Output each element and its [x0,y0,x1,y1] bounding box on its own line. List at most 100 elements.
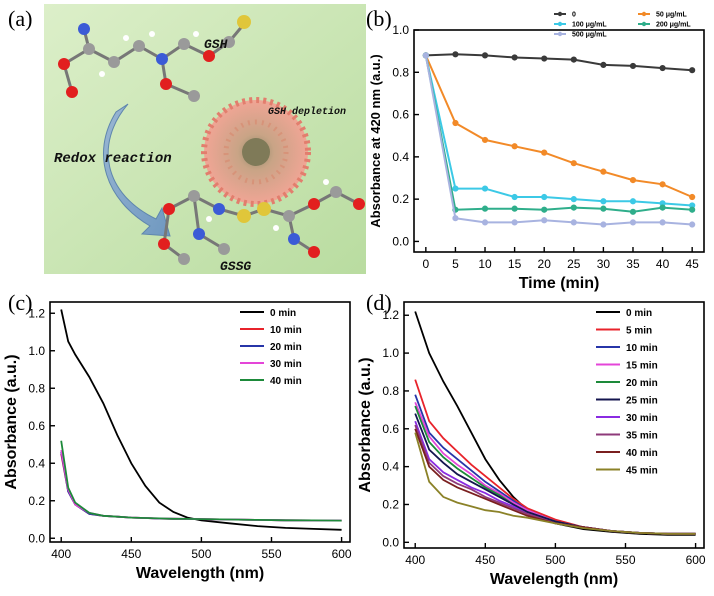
series-line-0 [425,53,693,72]
y-tick-label: 1.0 [392,23,409,37]
redox-reaction-label: Redox reaction [54,151,172,167]
y-tick-label: 0.4 [28,456,45,470]
y-tick-label: 0.8 [382,384,399,398]
legend-entry-label: 0 min [626,308,652,319]
data-point [570,204,577,211]
x-tick-label: 15 [508,257,522,271]
data-point [600,168,607,175]
data-point [511,219,518,226]
data-point [689,221,696,228]
x-tick-label: 35 [626,257,640,271]
panel-label-c: (c) [8,290,33,315]
legend-entry-label: 0 [572,12,576,19]
data-point [481,136,489,144]
data-point [511,143,518,150]
y-tick-label: 1.0 [28,344,45,358]
series-line-500-g-ml [424,55,693,226]
data-point [511,193,518,201]
gsh-label: GSH [204,37,228,52]
legend-entry-label: 35 min [626,431,658,442]
data-point [541,55,548,62]
data-point [600,221,607,228]
data-point [570,56,577,63]
legend-entry-label: 200 μg/mL [656,22,691,29]
y-tick-label: 0.8 [392,65,409,79]
data-point [659,64,666,72]
data-point [481,205,489,212]
x-tick-label: 20 [538,257,552,271]
y-tick-label: 1.2 [382,308,399,322]
y-tick-label: 0.8 [28,381,45,395]
panel-label-b: (b) [366,6,392,31]
legend-entry-label: 10 min [626,343,658,354]
data-point [452,215,459,222]
data-point [481,219,489,226]
x-tick-label: 5 [452,257,459,271]
data-point [659,219,666,226]
data-point [600,61,607,68]
data-point [541,217,548,224]
series-line-100-g-ml [424,55,693,207]
x-tick-label: 500 [191,547,211,561]
data-point [659,204,666,211]
legend-entry-label: 0 min [270,308,296,319]
x-tick-label: 450 [475,553,495,567]
series-line-40-min [414,428,696,535]
x-tick-label: 450 [121,547,141,561]
chart-b-absorbance-vs-time: 0 5 10 15 20 25 30 35 40 45 0.0 0.2 0.4 0.6 0.8 1.0 Time… [368,11,705,292]
series-line-0-min [60,309,342,531]
x-tick-label: 0 [422,257,429,271]
redox-arrow [103,103,171,237]
legend-entry-label: 10 min [270,325,302,336]
data-point [629,177,637,184]
x-tick-label: 600 [332,547,352,561]
legend-entry-label: 40 min [270,376,302,387]
y-tick-label: 0.2 [28,494,45,508]
x-axis-label: Wavelength (nm) [136,565,264,582]
legend-marker [557,11,563,17]
y-tick-label: 0.2 [392,192,409,206]
y-axis-label: Absorbance (a.u.) [358,357,374,492]
chart-d-content: 400 450 500 550 600 0.0 0.2 0.4 0.6 0.8 1.0 1.2 Wave… [358,301,706,588]
x-tick-label: 550 [615,553,635,567]
data-point [511,205,518,212]
chart-d-spectra-with-particles: 400 450 500 550 600 0.0 0.2 0.4 0.6 0.8 1.0 1.2 Wave… [358,301,706,588]
x-tick-label: 400 [405,553,425,567]
y-tick-label: 0.6 [392,108,409,122]
y-tick-label: 1.2 [28,306,45,320]
legend: 0 min 10 min 20 min 30 min 40 min [240,308,302,387]
y-tick-label: 0.2 [382,497,399,511]
legend-entry-label: 15 min [626,361,658,372]
data-point [541,193,548,201]
legend-entry-label: 45 min [626,466,658,477]
x-tick-label: 30 [597,257,611,271]
data-point [481,52,489,59]
legend-entry-label: 20 min [270,342,302,353]
data-point [689,193,696,201]
y-tick-label: 1.0 [382,346,399,360]
chart-c-spectra-no-particles: 400 450 500 550 600 0.0 0.2 0.4 0.6 0.8 1.0 1.2 Wave… [3,301,352,582]
data-point [511,54,518,61]
legend-entry-label: 40 min [626,448,658,459]
series-line-20-min [60,451,342,522]
plot-frame [403,301,705,549]
legend-marker [557,31,563,37]
y-tick-label: 0.4 [382,460,399,474]
data-point [600,198,607,205]
plot-frame [413,29,705,253]
series-line-40-min [60,440,342,522]
legend-entry-label: 20 min [626,378,658,389]
x-tick-label: 10 [478,257,492,271]
legend-entry-label: 25 min [626,396,658,407]
data-point [422,52,429,59]
data-point [452,119,459,127]
data-point [659,181,666,188]
series-line-45-min [414,432,696,535]
data-point [629,208,637,215]
x-tick-label: 400 [51,547,71,561]
series-line-50-g-ml [424,54,693,198]
y-tick-label: 0.0 [382,535,399,549]
legend: 0 min 5 min 10 min 15 min 20 min 25 min 30 min… [596,308,658,477]
legend-entry-label: 30 min [626,413,658,424]
data-point [629,62,637,70]
